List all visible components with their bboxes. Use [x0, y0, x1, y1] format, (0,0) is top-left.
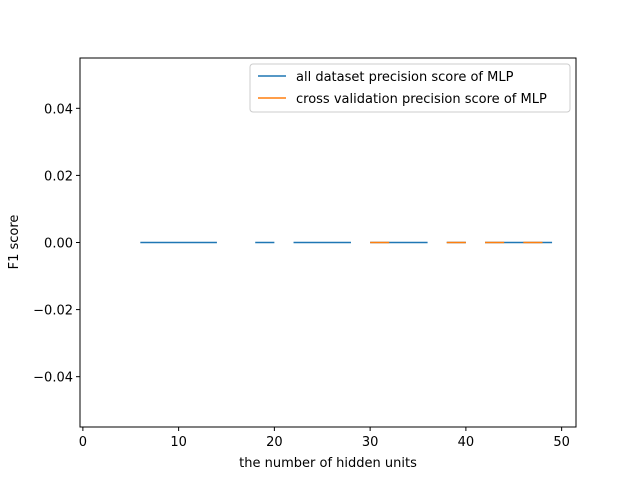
x-tick-label-0: 0: [79, 435, 87, 450]
y-tick-label-1: −0.02: [33, 304, 73, 319]
x-tick-label-4: 40: [458, 435, 475, 450]
y-tick-label-0: −0.04: [33, 371, 73, 386]
legend: all dataset precision score of MLP cross …: [249, 63, 571, 113]
y-tick-label-4: 0.04: [44, 102, 73, 117]
y-tick-label-3: 0.02: [44, 169, 73, 184]
legend-label-0: all dataset precision score of MLP: [296, 70, 514, 85]
x-tick-label-1: 10: [170, 435, 187, 450]
x-axis-label: the number of hidden units: [239, 456, 417, 471]
x-tick-label-5: 50: [553, 435, 570, 450]
x-ticks: 0 10 20 30 40 50: [79, 427, 570, 450]
y-ticks: −0.04 −0.02 0.00 0.02 0.04: [33, 102, 80, 386]
y-axis-label: F1 score: [7, 215, 22, 270]
x-tick-label-3: 30: [362, 435, 379, 450]
x-tick-label-2: 20: [266, 435, 283, 450]
legend-box: [249, 63, 571, 113]
legend-label-1: cross validation precision score of MLP: [296, 92, 547, 107]
y-tick-label-2: 0.00: [44, 237, 73, 252]
